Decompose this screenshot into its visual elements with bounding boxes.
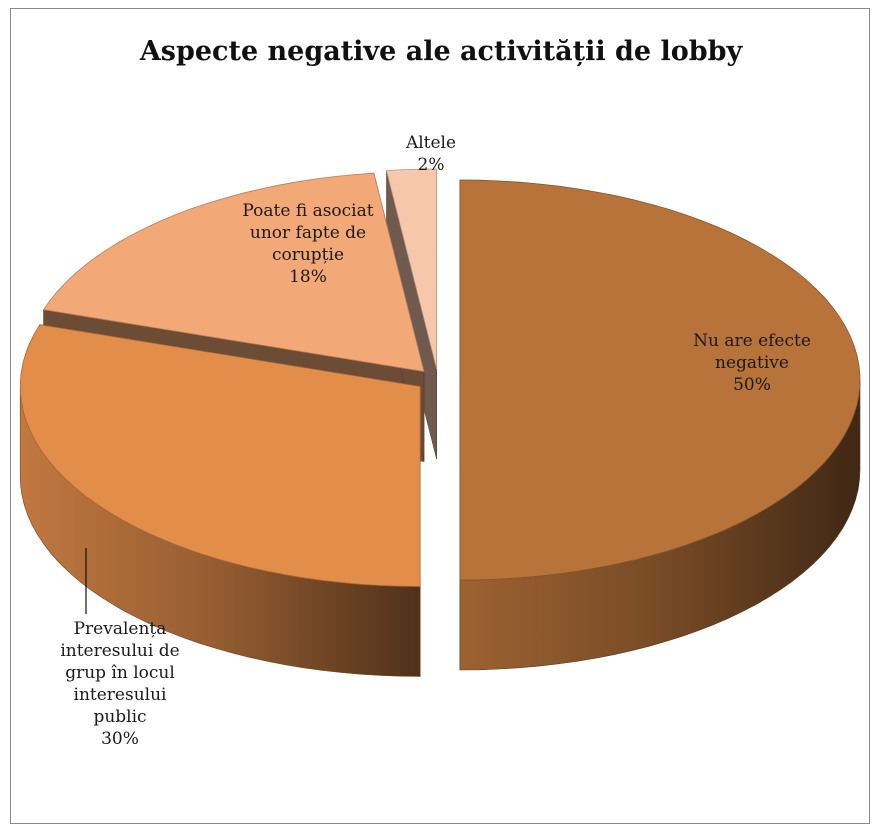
slice-label-prevalenta: Prevalența interesului de grup în locul … [40,618,200,750]
slice-top [385,168,438,370]
slice-percent: 2% [417,155,445,175]
slice-top [459,179,861,581]
pie-slices [19,168,861,677]
slice-label-text: Altele [405,133,457,153]
slice-label-poate-fi-asociat: Poate fi asociat unor fapte de corupție … [218,200,398,288]
slice-percent: 50% [733,375,771,395]
slice-percent: 18% [289,267,327,287]
slice-top [42,172,425,373]
slice-label-text: Nu are efecte negative [693,331,811,373]
slice-percent: 30% [101,729,139,749]
chart-title: Aspecte negative ale activității de lobb… [139,36,743,67]
slice-label-altele: Altele 2% [386,132,476,176]
slice-label-text: Prevalența interesului de grup în locul … [60,619,180,727]
slice-label-nu-are-efecte-negative: Nu are efecte negative 50% [652,330,852,396]
slice-top [19,324,421,587]
slice-label-text: Poate fi asociat unor fapte de corupție [242,201,374,265]
